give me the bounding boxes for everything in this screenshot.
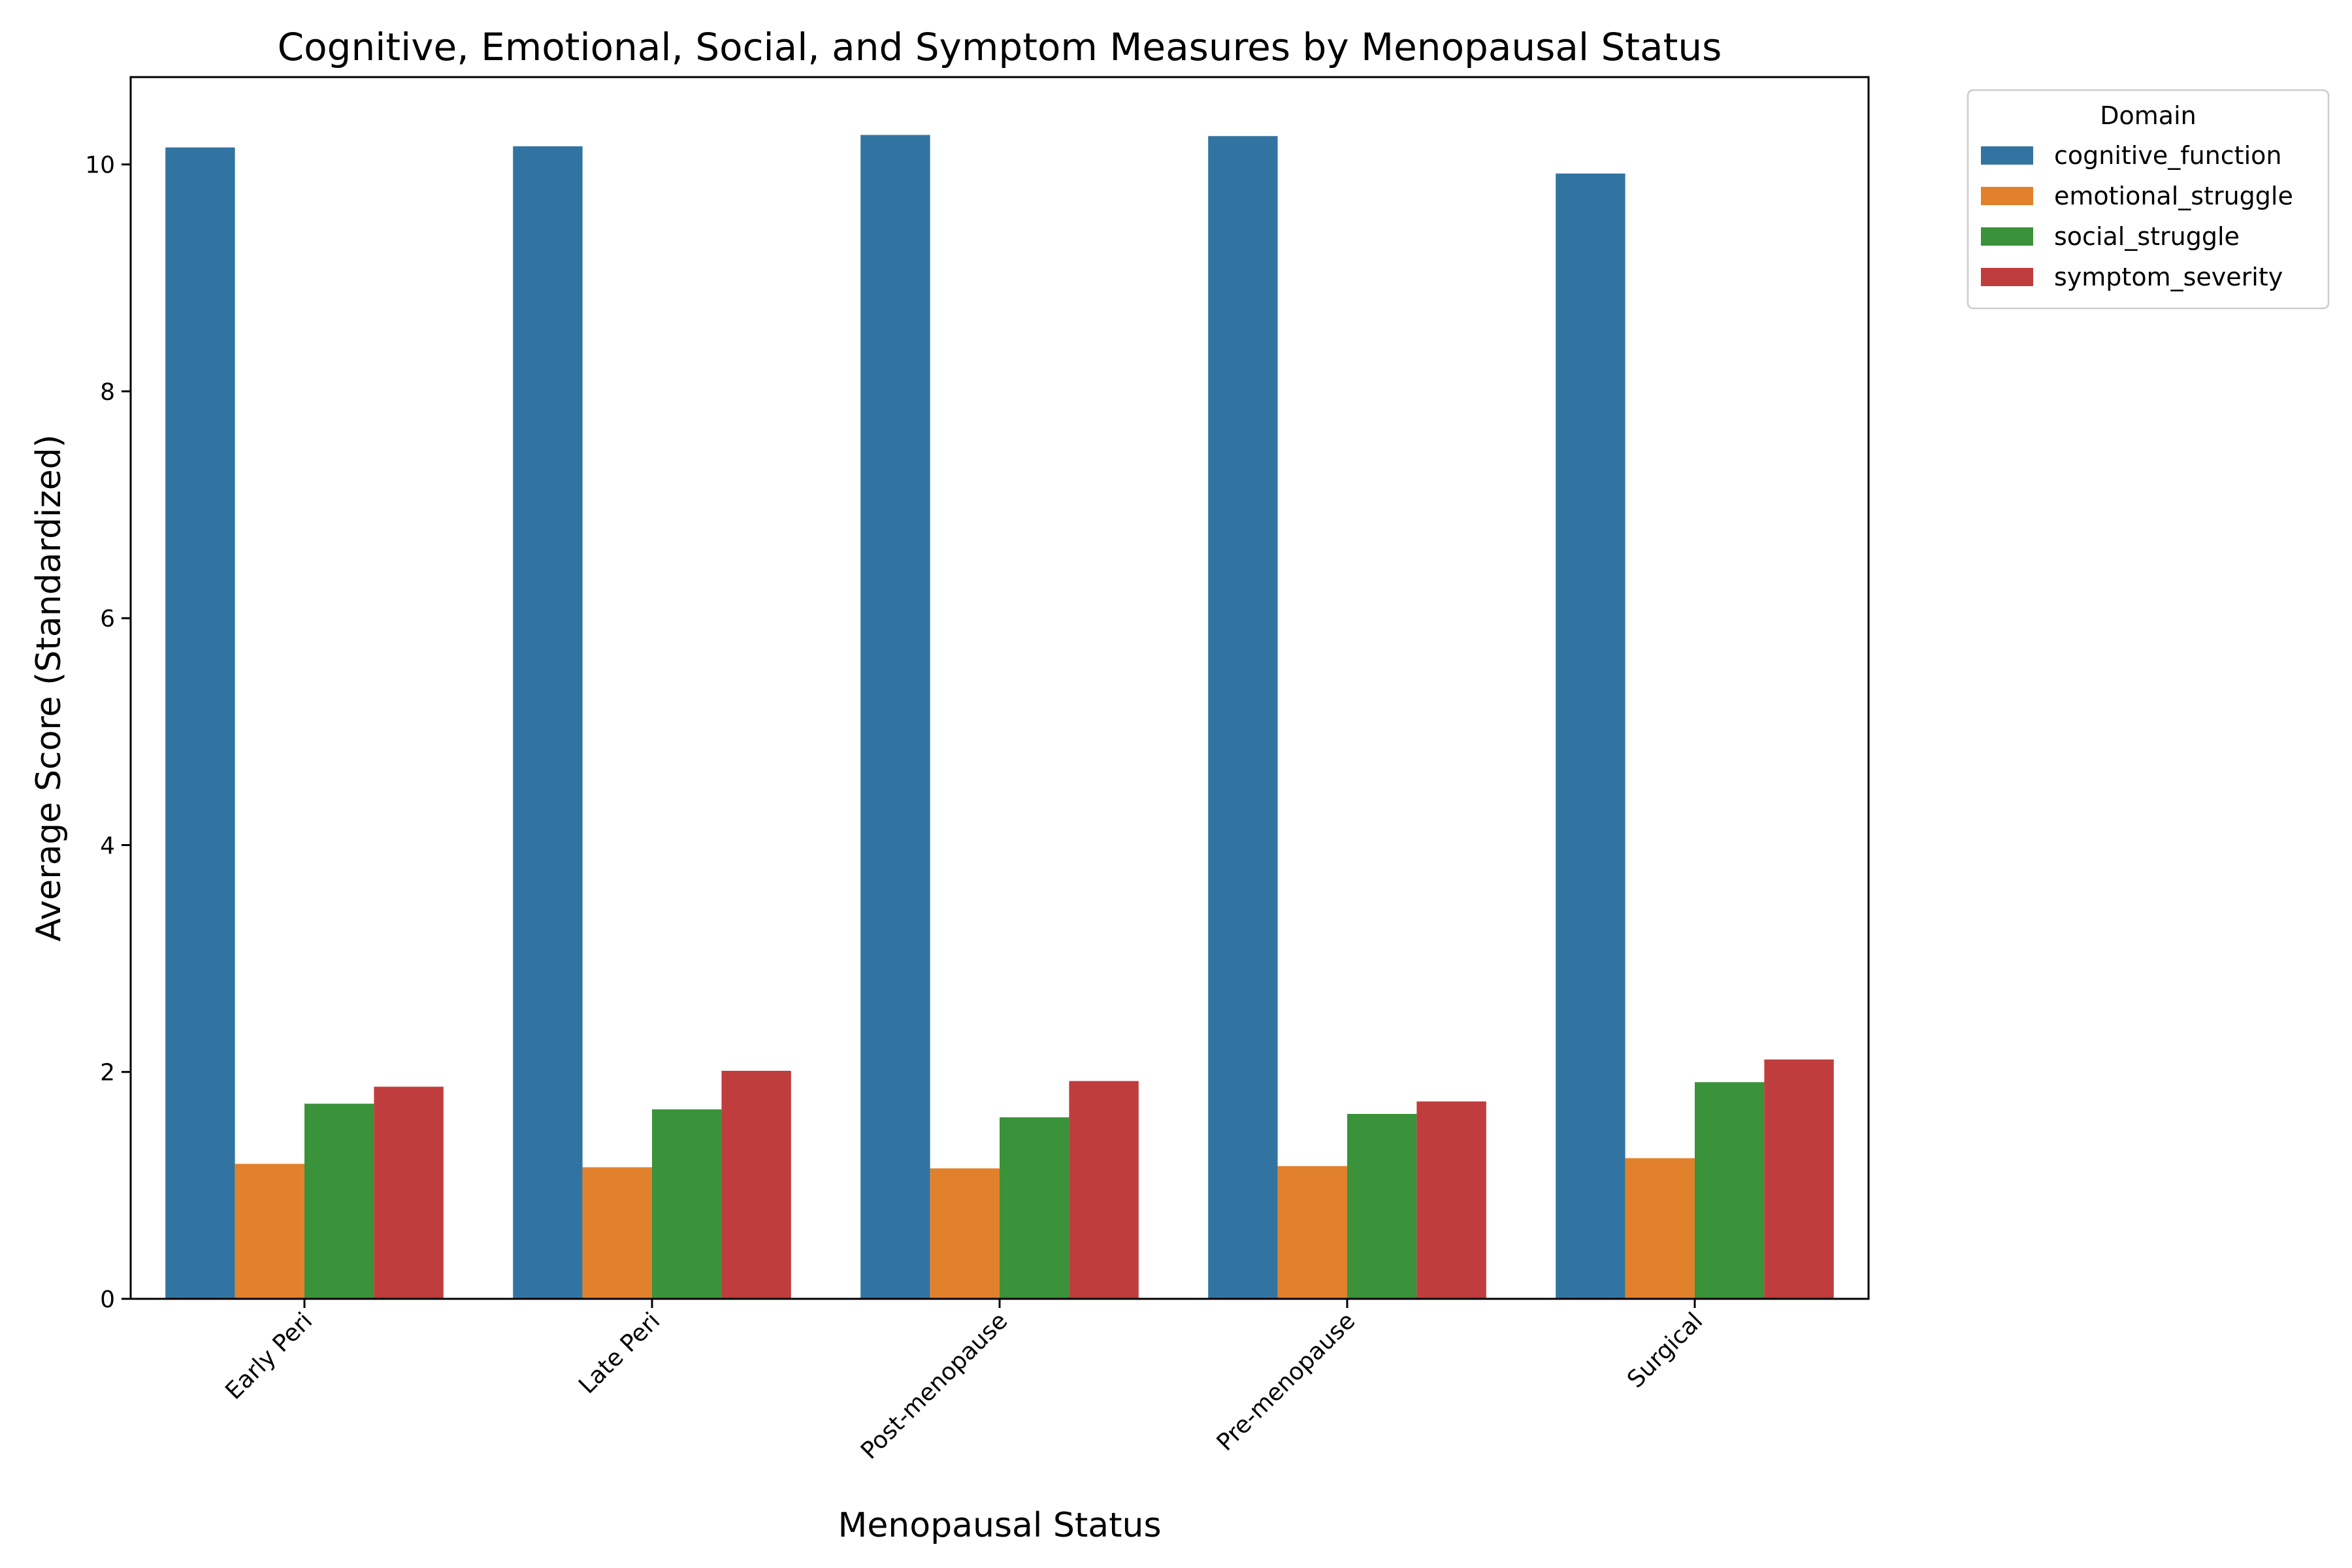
legend-swatch-social-struggle [1981, 227, 2033, 246]
legend-label-emotional-struggle: emotional_struggle [2054, 182, 2293, 210]
bar-social-struggle-3 [1347, 1113, 1417, 1299]
legend-label-symptom-severity: symptom_severity [2054, 263, 2283, 291]
bar-cognitive-function-4 [1556, 173, 1625, 1299]
y-tick-label-1: 2 [100, 1060, 115, 1086]
bar-symptom-severity-3 [1416, 1101, 1486, 1299]
legend-box [1967, 89, 2330, 310]
bar-social-struggle-4 [1695, 1082, 1765, 1299]
y-tick-label-0: 0 [100, 1286, 115, 1313]
bars-group [165, 135, 1834, 1299]
bar-symptom-severity-4 [1764, 1059, 1834, 1299]
bar-emotional-struggle-2 [930, 1168, 1000, 1299]
legend: Domain cognitive_function emotional_strug… [1967, 89, 2330, 310]
bar-social-struggle-2 [1000, 1117, 1070, 1299]
bar-cognitive-function-2 [860, 135, 930, 1299]
y-tick-label-5: 10 [85, 152, 115, 179]
bar-emotional-struggle-0 [235, 1164, 304, 1299]
bar-cognitive-function-0 [165, 147, 235, 1299]
bar-cognitive-function-1 [513, 146, 583, 1299]
bar-emotional-struggle-4 [1625, 1158, 1695, 1299]
legend-label-social-struggle: social_struggle [2054, 222, 2240, 251]
y-tick-label-4: 8 [100, 379, 115, 406]
bar-cognitive-function-3 [1208, 136, 1278, 1299]
bar-emotional-struggle-1 [582, 1167, 652, 1299]
legend-title: Domain [2100, 101, 2196, 130]
y-axis-label: Average Score (Standardized) [29, 434, 69, 941]
y-tick-label-3: 6 [100, 606, 115, 632]
y-tick-label-2: 4 [100, 832, 115, 859]
legend-swatch-emotional-struggle [1981, 187, 2033, 205]
legend-swatch-cognitive-function [1981, 146, 2033, 165]
legend-swatch-symptom-severity [1981, 268, 2033, 286]
bar-symptom-severity-2 [1069, 1081, 1139, 1299]
y-axis-ticks: 0 2 4 6 8 10 [85, 152, 131, 1313]
bar-social-struggle-1 [652, 1109, 722, 1299]
chart-title: Cognitive, Emotional, Social, and Sympto… [278, 25, 1722, 69]
bar-social-struggle-0 [304, 1103, 374, 1299]
legend-items: cognitive_function emotional_strugglesoci… [1981, 141, 2293, 291]
legend-label-cognitive-function: cognitive_function [2054, 141, 2281, 170]
bar-symptom-severity-1 [721, 1071, 791, 1299]
x-axis-label: Menopausal Status [838, 1506, 1161, 1545]
bar-emotional-struggle-3 [1277, 1166, 1347, 1299]
bar-symptom-severity-0 [374, 1086, 444, 1299]
